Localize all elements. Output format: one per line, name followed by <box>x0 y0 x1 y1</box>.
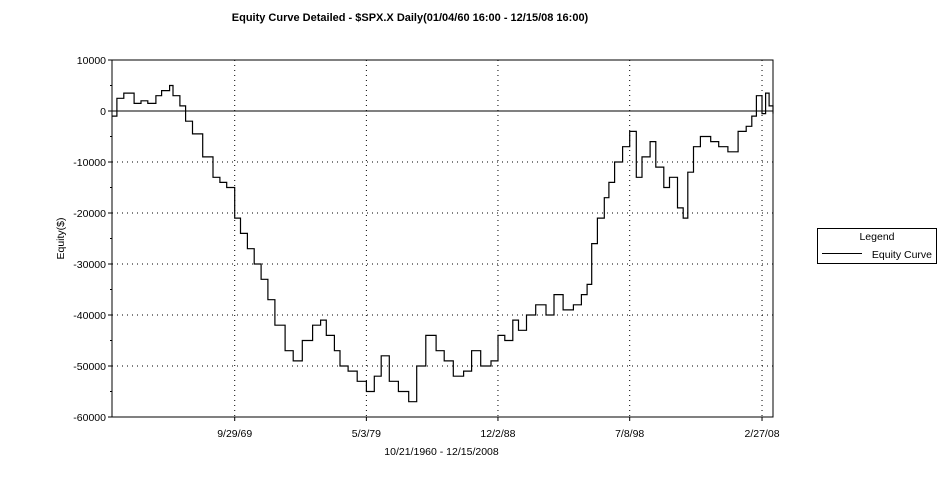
x-axis-ticks: 9/29/69 5/3/79 12/2/88 7/8/98 2/27/08 <box>217 417 780 440</box>
y-axis-ticks: 10000 0 -10000 -20000 -30000 -40000 -50000 -600… <box>73 55 112 424</box>
y-tick-label: -50000 <box>73 361 106 373</box>
y-tick-label: 0 <box>100 106 106 118</box>
y-tick-label: -10000 <box>73 157 106 169</box>
y-tick-label: -40000 <box>73 310 106 322</box>
legend-swatch <box>822 253 862 254</box>
grid-lines <box>112 60 773 417</box>
y-tick-label: -60000 <box>73 412 106 424</box>
x-tick-label: 7/8/98 <box>615 428 644 440</box>
y-tick-label: -30000 <box>73 259 106 271</box>
y-tick-label: -20000 <box>73 208 106 220</box>
x-axis-title: 10/21/1960 - 12/15/2008 <box>384 446 499 458</box>
chart-title: Equity Curve Detailed - $SPX.X Daily(01/… <box>231 12 589 24</box>
x-tick-label: 12/2/88 <box>480 428 515 440</box>
legend-label: Equity Curve <box>871 249 932 261</box>
x-tick-label: 9/29/69 <box>217 428 252 440</box>
x-tick-label: 5/3/79 <box>352 428 381 440</box>
y-tick-label: 10000 <box>77 55 106 67</box>
x-tick-label: 2/27/08 <box>745 428 780 440</box>
legend-title: Legend <box>859 231 895 243</box>
series-layer <box>112 84 774 403</box>
legend: Legend Equity Curve <box>817 228 937 264</box>
y-axis-title: Equity($) <box>55 217 67 259</box>
plot-frame <box>111 59 774 418</box>
series-line-equity-curve <box>112 84 774 403</box>
